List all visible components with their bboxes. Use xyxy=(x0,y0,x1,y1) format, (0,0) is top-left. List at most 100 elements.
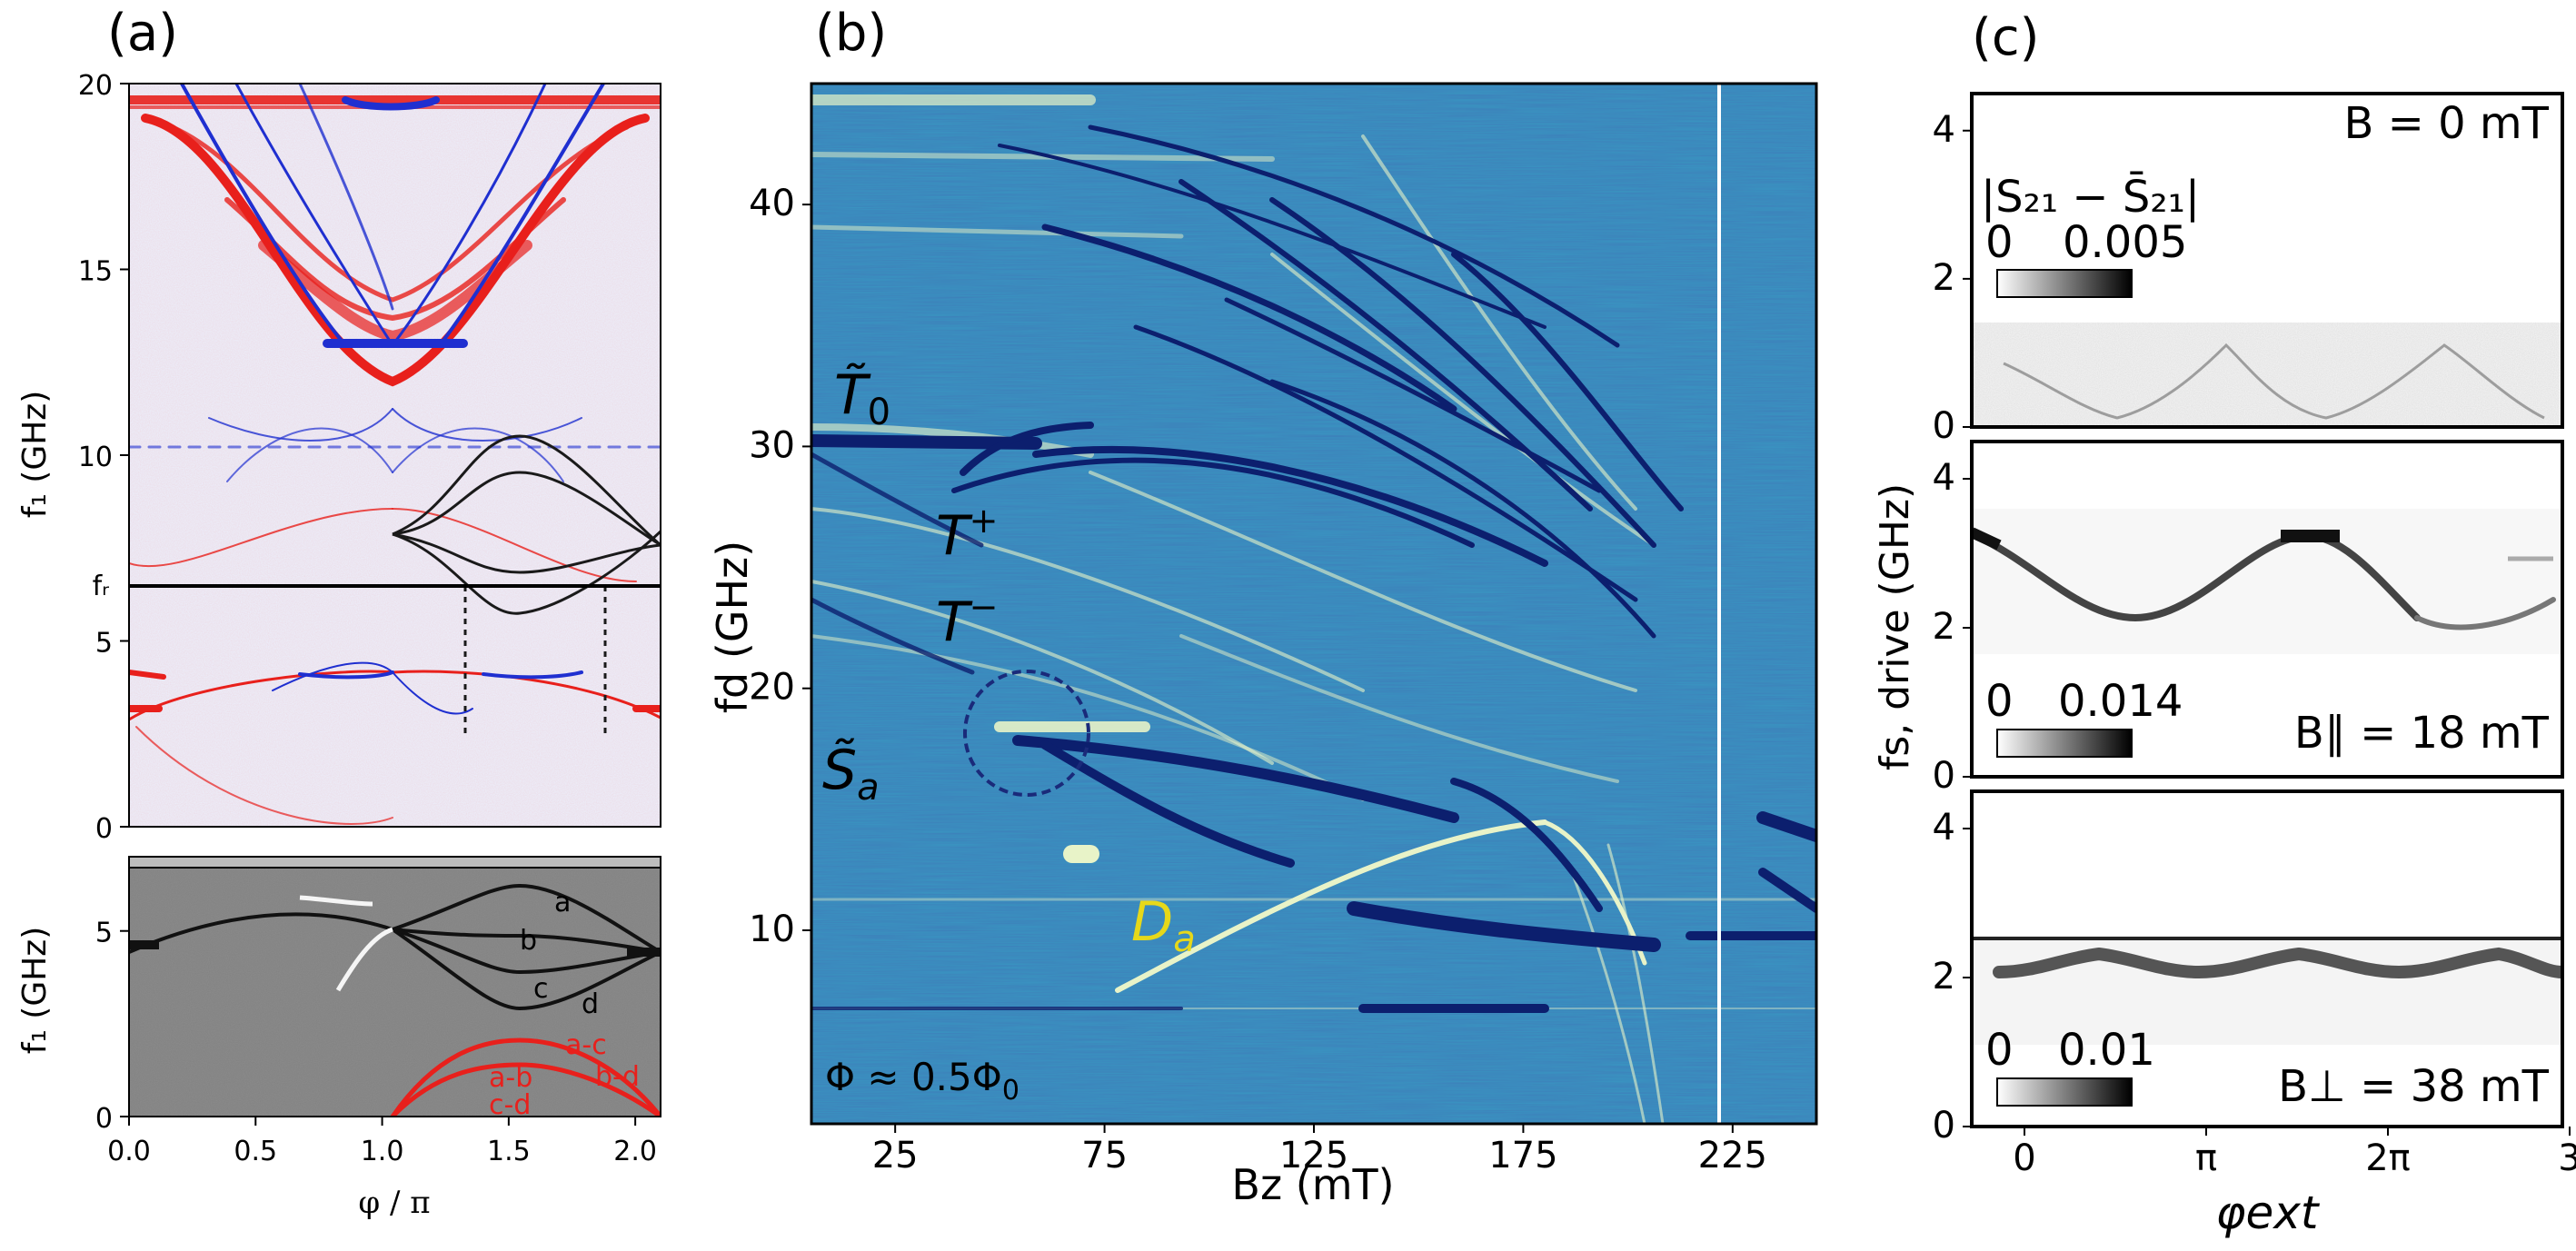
c-y-tick-label: 0 xyxy=(1933,405,1955,447)
panel-a-top-ylabel: f₁ (GHz) xyxy=(16,391,54,519)
panel-b-dashed-circle xyxy=(963,670,1090,797)
anno-T0: T̃0 xyxy=(834,362,890,433)
panel-a-xlabel: φ / π xyxy=(358,1185,430,1221)
label-a: a xyxy=(554,887,571,918)
panel-b-xticks: 25 75 125 175 225 xyxy=(872,1124,1767,1177)
b-y-tick-label: 20 xyxy=(749,667,795,709)
panel-a-top-plot xyxy=(129,84,661,827)
colorbar-bot-min: 0 xyxy=(1985,1025,2014,1076)
panel-b-yticks: 10 20 30 40 xyxy=(749,183,811,950)
panel-a-top-yticks: 0 5 10 15 20 xyxy=(78,70,129,845)
panel-b-xlabel: Bz (mT) xyxy=(1231,1160,1394,1209)
a-bot-y-tick-label: 5 xyxy=(95,918,113,949)
b-x-tick-label: 125 xyxy=(1279,1135,1348,1177)
panel-c-middle-frame xyxy=(1970,440,2564,779)
panel-b-ylabel: fd (GHz) xyxy=(708,541,757,713)
panel-c-middle-plot xyxy=(1972,442,2562,777)
b-y-tick-label: 10 xyxy=(749,908,795,950)
b-y-tick-label: 40 xyxy=(749,183,795,224)
a-bot-x-tick-label: 1.0 xyxy=(361,1136,404,1167)
c-x-tick-label: 0 xyxy=(2013,1137,2035,1179)
label-a-c: a-c xyxy=(565,1029,607,1061)
c-x-tick-label: 3 xyxy=(2558,1137,2576,1179)
c-y-tick-label: 2 xyxy=(1933,956,1955,998)
panel-label-b: (b) xyxy=(815,4,887,63)
panel-a-bottom-ylabel: f₁ (GHz) xyxy=(16,927,54,1055)
a-top-y-tick-label: 0 xyxy=(95,813,113,845)
panel-c-yticks: 0 2 4 0 2 4 0 2 4 xyxy=(1933,109,1972,1147)
field-label-bot: B⊥ = 38 mT xyxy=(2278,1061,2550,1112)
colorbar-top-max: 0.005 xyxy=(2063,217,2187,268)
c-y-tick-label: 4 xyxy=(1933,807,1955,849)
panel-a-bottom-white-transitions xyxy=(299,895,393,992)
label-b: b xyxy=(520,925,537,957)
panel-c-ylabel: fs, drive (GHz) xyxy=(1872,483,1918,770)
b-x-tick-label: 75 xyxy=(1081,1135,1128,1177)
anno-Tminus: T− xyxy=(936,587,999,654)
panel-a-bottom-xticks: 0.0 0.5 1.0 1.5 2.0 xyxy=(107,1117,657,1167)
panel-a-bottom-labels: a b c d a-c b-d a-b c-d xyxy=(489,887,640,1121)
colorbar-top-min: 0 xyxy=(1985,217,2014,268)
c-y-tick-label: 4 xyxy=(1933,109,1955,151)
colorbar-mid-min: 0 xyxy=(1985,676,2014,727)
panel-c-xlabel: φext xyxy=(2216,1186,2321,1239)
b-x-tick-label: 175 xyxy=(1488,1135,1557,1177)
c-y-tick-label: 0 xyxy=(1933,1105,1955,1147)
panel-a-blue-transitions xyxy=(129,84,661,715)
field-label-mid: B∥ = 18 mT xyxy=(2294,708,2550,759)
colorbar-bot-max: 0.01 xyxy=(2058,1025,2155,1076)
panel-label-c: (c) xyxy=(1972,8,2039,67)
panel-c-top-frame xyxy=(1970,92,2564,429)
colorbar-label: |S₂₁ − S̄₂₁| xyxy=(1981,171,2200,223)
a-top-y-tick-label: 5 xyxy=(95,628,113,660)
panel-c-bottom-plot xyxy=(1972,791,2562,1127)
panel-a-bottom-plot xyxy=(129,857,661,1117)
b-x-tick-label: 25 xyxy=(872,1135,919,1177)
panel-a-bottom-topstrip xyxy=(128,856,661,869)
panel-a-model-curves xyxy=(392,434,661,736)
anno-Da: Da xyxy=(1131,890,1196,960)
label-c-d: c-d xyxy=(489,1089,531,1121)
panel-c-top-plot xyxy=(1972,94,2562,427)
a-top-y-tick-label: 15 xyxy=(78,256,113,288)
a-bot-x-tick-label: 2.0 xyxy=(613,1136,657,1167)
panel-a-bottom-yticks: 05 xyxy=(95,918,129,1135)
colorbar-bot xyxy=(1996,1077,2133,1107)
a-bot-x-tick-label: 1.5 xyxy=(487,1136,531,1167)
panel-c-xticks: 0 π 2π 3 xyxy=(2013,1127,2576,1179)
panel-b-plot xyxy=(811,84,1816,1124)
panel-a-bottom-red-transitions xyxy=(390,1038,661,1117)
panel-b-annotations: T̃0 T+ T− S̃a Da Φ ≈ 0.5Φ0 xyxy=(822,362,1196,1107)
panel-a-bottom-black-transitions xyxy=(129,883,661,1011)
a-top-y-tick-label: 10 xyxy=(78,442,113,473)
colorbar-mid xyxy=(1996,729,2133,758)
panel-c-bottom-frame xyxy=(1970,789,2564,1128)
fr-label: fᵣ xyxy=(93,571,110,602)
a-bot-y-tick-label: 0 xyxy=(95,1103,113,1135)
c-y-tick-label: 0 xyxy=(1933,755,1955,797)
c-x-tick-label: π xyxy=(2195,1137,2217,1179)
panel-b-dark-features xyxy=(811,124,1816,1013)
label-b-d: b-d xyxy=(595,1061,640,1093)
c-y-tick-label: 4 xyxy=(1933,457,1955,499)
c-x-tick-label: 2π xyxy=(2365,1137,2411,1179)
label-d: d xyxy=(582,988,599,1020)
c-y-tick-label: 2 xyxy=(1933,606,1955,648)
a-bot-x-tick-label: 0.0 xyxy=(107,1136,151,1167)
colorbar-mid-max: 0.014 xyxy=(2058,676,2183,727)
panel-label-a: (a) xyxy=(107,4,178,63)
a-bot-x-tick-label: 0.5 xyxy=(234,1136,277,1167)
colorbar-top xyxy=(1996,269,2133,298)
a-top-y-tick-label: 20 xyxy=(78,70,113,102)
field-label-top: B = 0 mT xyxy=(2343,98,2549,149)
panel-b-light-features xyxy=(811,94,1816,1124)
b-x-tick-label: 225 xyxy=(1698,1135,1767,1177)
c-y-tick-label: 2 xyxy=(1933,257,1955,299)
anno-flux: Φ ≈ 0.5Φ0 xyxy=(825,1055,1019,1107)
anno-Sa: S̃a xyxy=(822,738,880,809)
label-a-b: a-b xyxy=(489,1062,532,1094)
label-c: c xyxy=(533,973,549,1005)
panel-a-top-noise xyxy=(129,84,661,827)
anno-Tplus: T+ xyxy=(936,501,999,568)
